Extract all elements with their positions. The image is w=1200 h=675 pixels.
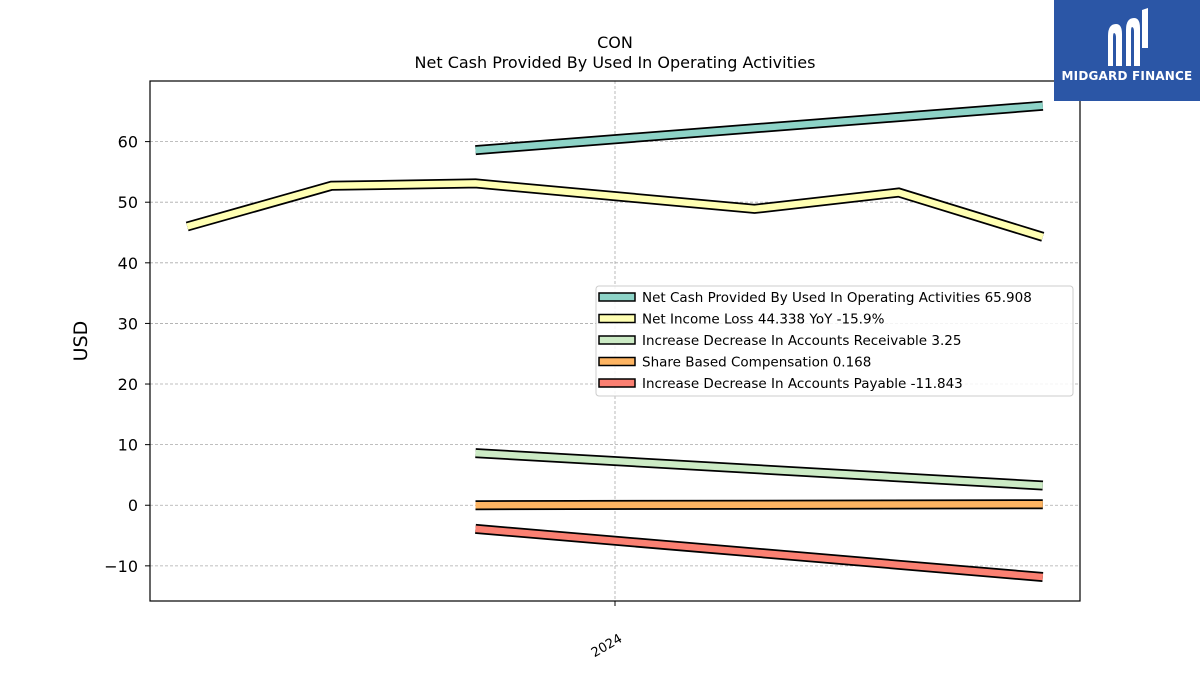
- midgard-finance-logo: MIDGARD FINANCE: [1054, 0, 1200, 101]
- y-tick-label: 10: [118, 436, 138, 455]
- legend-label: Net Income Loss 44.338 YoY -15.9%: [642, 312, 885, 328]
- series-lines: [185, 100, 1045, 582]
- y-tick-label: 0: [128, 496, 138, 515]
- legend-label: Share Based Compensation 0.168: [642, 355, 871, 371]
- chart-title: CON: [597, 33, 633, 52]
- legend-swatch: [598, 356, 636, 367]
- logo-text: MIDGARD FINANCE: [1061, 69, 1193, 83]
- y-tick-label: 50: [118, 193, 138, 212]
- legend-item: Net Cash Provided By Used In Operating A…: [598, 290, 1032, 306]
- legend-item: Net Income Loss 44.338 YoY -15.9%: [598, 312, 885, 328]
- chart-subtitle: Net Cash Provided By Used In Operating A…: [415, 53, 816, 72]
- legend-swatch: [598, 313, 636, 324]
- legend-item: Increase Decrease In Accounts Receivable…: [598, 333, 961, 349]
- y-tick-label: 20: [118, 375, 138, 394]
- y-tick-label: 30: [118, 314, 138, 333]
- legend-swatch: [598, 292, 636, 302]
- series-line-4: [475, 499, 1043, 511]
- y-axis: −10 0 10 20 30 40 50 60: [104, 133, 150, 576]
- legend-box: [595, 285, 1074, 397]
- legend-item: Share Based Compensation 0.168: [598, 355, 871, 371]
- y-tick-label: 60: [118, 133, 138, 152]
- x-axis: 2024: [589, 601, 625, 661]
- logo-mark-icon: [1108, 8, 1148, 66]
- legend: Net Cash Provided By Used In Operating A…: [595, 285, 1074, 397]
- y-tick-label: 40: [118, 254, 138, 273]
- legend-label: Net Cash Provided By Used In Operating A…: [642, 290, 1032, 306]
- legend-label: Increase Decrease In Accounts Payable -1…: [642, 376, 963, 392]
- legend-swatch: [598, 335, 636, 345]
- x-tick-label: 2024: [589, 631, 625, 661]
- legend-swatch: [598, 378, 636, 388]
- y-axis-label: USD: [70, 321, 92, 362]
- legend-item: Increase Decrease In Accounts Payable -1…: [598, 376, 963, 392]
- legend-label: Increase Decrease In Accounts Receivable…: [642, 333, 961, 349]
- y-tick-label: −10: [104, 557, 138, 576]
- series-line-1: [475, 100, 1044, 156]
- series-line-3: [475, 448, 1044, 491]
- series-line-5: [475, 523, 1044, 582]
- series-line-2: [185, 178, 1045, 242]
